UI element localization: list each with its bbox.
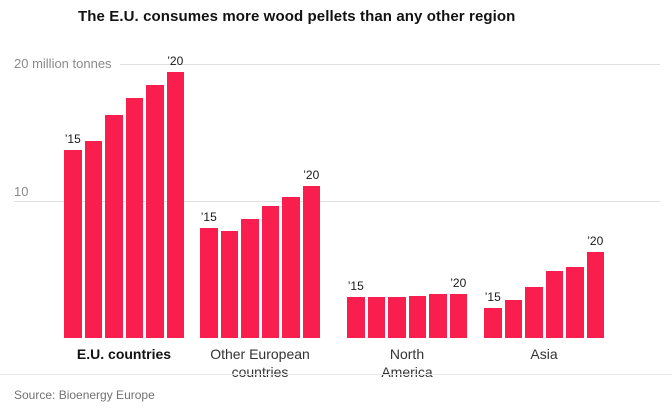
year-label-20: ’20 xyxy=(587,234,604,248)
bar xyxy=(484,308,502,338)
y-axis-top-label: 20 million tonnes xyxy=(14,56,120,71)
bar xyxy=(200,228,218,338)
group-label: Asia xyxy=(530,346,558,362)
bar xyxy=(525,287,543,338)
bar xyxy=(586,252,604,338)
year-label-15: ’15 xyxy=(347,279,364,293)
bar-group: ’15 ’20 xyxy=(484,64,604,338)
bar xyxy=(449,294,467,338)
bar xyxy=(408,296,426,338)
bar-group: ’15 ’20 xyxy=(200,64,320,338)
source-credit: Source: Bioenergy Europe xyxy=(14,388,155,402)
bar xyxy=(84,141,102,338)
bar xyxy=(545,271,563,338)
bar-group: ’15 ’20 xyxy=(347,64,467,338)
bar xyxy=(347,297,365,338)
y-axis-mid-label: 10 xyxy=(14,184,35,199)
bar xyxy=(504,300,522,338)
year-label-15: ’15 xyxy=(484,290,501,304)
bar xyxy=(64,150,82,338)
bar xyxy=(282,197,300,338)
chart-title: The E.U. consumes more wood pellets than… xyxy=(78,8,516,25)
bar-group: ’15 ’20 xyxy=(64,54,184,338)
group-label: North America xyxy=(381,346,433,381)
year-label-15: ’15 xyxy=(200,210,217,224)
year-label-20: ’20 xyxy=(450,276,467,290)
bar xyxy=(241,219,259,338)
group-label: Other European countries xyxy=(210,346,310,381)
year-label-15: ’15 xyxy=(64,132,81,146)
bar xyxy=(367,297,385,338)
gridline-20 xyxy=(14,64,660,65)
bar xyxy=(388,297,406,338)
bar xyxy=(261,206,279,338)
bar xyxy=(146,85,164,338)
bar xyxy=(302,186,320,338)
year-label-20: ’20 xyxy=(167,54,184,68)
year-label-20: ’20 xyxy=(303,168,320,182)
bar xyxy=(566,267,584,338)
bar xyxy=(429,294,447,338)
footer-divider xyxy=(0,374,672,375)
bar xyxy=(220,231,238,338)
gridline-10 xyxy=(14,201,660,202)
bar xyxy=(166,72,184,338)
group-label: E.U. countries xyxy=(76,346,172,362)
bar xyxy=(105,115,123,338)
bar xyxy=(125,98,143,338)
chart-plot: 20 million tonnes 10 ’15 ’20 E.U. countrie… xyxy=(14,54,660,380)
